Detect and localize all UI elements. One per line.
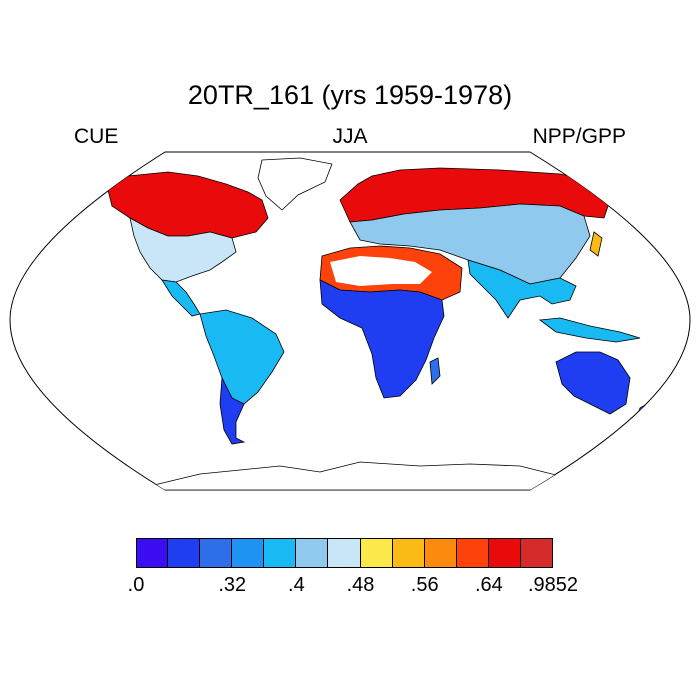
variable-label: CUE <box>74 125 119 148</box>
region-north-america-central <box>129 217 237 283</box>
indonesia <box>538 317 641 343</box>
colorbar-swatch <box>296 538 329 568</box>
colorbar-swatch <box>264 538 297 568</box>
colorbar-label: .64 <box>474 574 503 596</box>
region-south-asia <box>467 259 577 319</box>
colorbar-swatch <box>456 538 489 568</box>
colorbar-swatch <box>232 538 265 568</box>
land-layer <box>107 157 665 490</box>
colorbar-label: .0 <box>127 574 145 596</box>
japan <box>589 231 603 257</box>
colorbar-label: .9852 <box>527 574 579 596</box>
colorbar-swatch <box>520 538 553 568</box>
plot-title: 20TR_161 (yrs 1959-1978) <box>187 80 513 110</box>
madagascar <box>429 357 441 385</box>
colorbar-swatch <box>136 538 169 568</box>
region-central-asia <box>349 203 591 285</box>
colorbar-swatch <box>360 538 393 568</box>
colorbar-swatch <box>488 538 521 568</box>
colorbar-swatch <box>392 538 425 568</box>
colorbar-swatch <box>328 538 361 568</box>
colorbar-swatch <box>200 538 233 568</box>
region-south-america <box>199 309 285 405</box>
colorbar-label: .32 <box>218 574 247 596</box>
colorbar-swatch <box>168 538 201 568</box>
colorbar-swatch <box>424 538 457 568</box>
season-label: JJA <box>332 125 368 148</box>
desert-blank <box>330 256 432 286</box>
region-patagonia <box>219 376 246 445</box>
colorbar-label: .48 <box>346 574 375 596</box>
antarctica-outline <box>149 461 561 490</box>
region-africa <box>319 279 445 399</box>
region-australia <box>555 351 631 415</box>
colorbar-label: .4 <box>288 574 305 596</box>
colorbar-label: .56 <box>410 574 439 596</box>
units-label: NPP/GPP <box>532 125 626 148</box>
greenland-outline <box>257 157 333 211</box>
